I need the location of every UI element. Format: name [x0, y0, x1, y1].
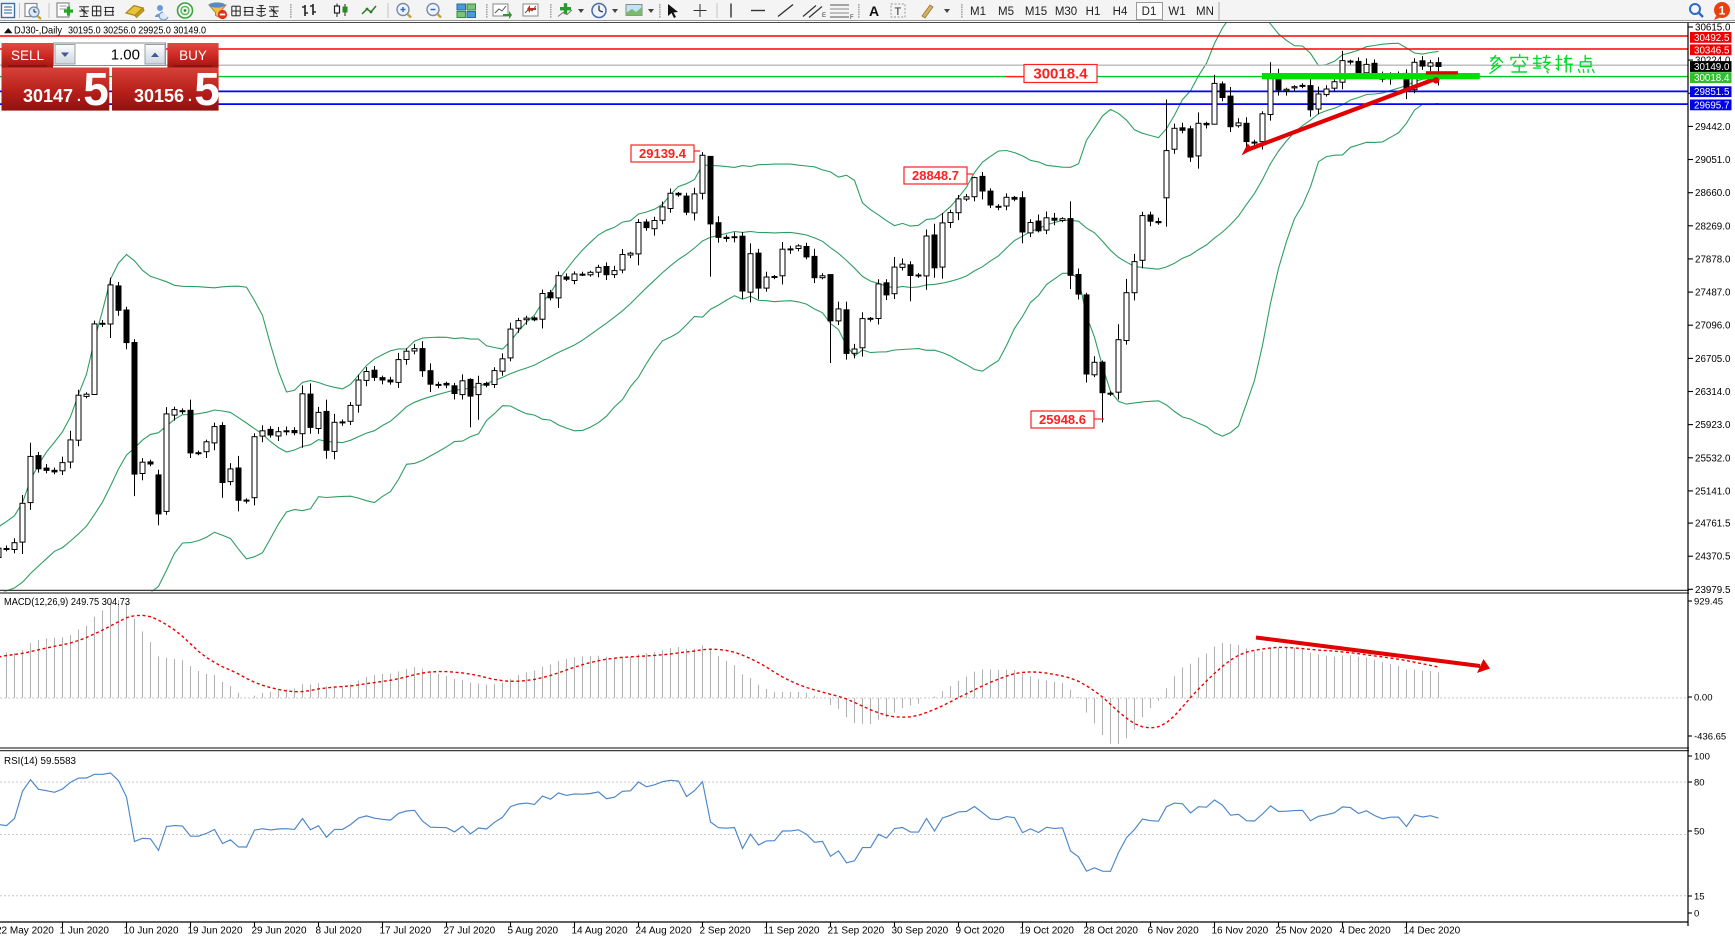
- svg-text:M15: M15: [1025, 6, 1047, 18]
- svg-text:.: .: [77, 88, 81, 105]
- svg-text:29442.0: 29442.0: [1695, 122, 1731, 133]
- svg-text:A: A: [869, 3, 879, 19]
- svg-text:E: E: [822, 13, 826, 19]
- svg-text:100: 100: [1694, 752, 1710, 763]
- svg-text:27487.0: 27487.0: [1695, 288, 1731, 299]
- svg-text:4 Dec 2020: 4 Dec 2020: [1340, 925, 1392, 936]
- svg-text:30195.0 30256.0 29925.0 30149.: 30195.0 30256.0 29925.0 30149.0: [68, 25, 206, 37]
- svg-text:14 Aug 2020: 14 Aug 2020: [572, 925, 629, 936]
- svg-text:MN: MN: [1196, 6, 1214, 18]
- svg-text:2 Sep 2020: 2 Sep 2020: [700, 925, 752, 936]
- svg-text:22 May 2020: 22 May 2020: [0, 925, 54, 936]
- svg-text:24370.5: 24370.5: [1695, 552, 1731, 563]
- svg-text:30 Sep 2020: 30 Sep 2020: [892, 925, 949, 936]
- svg-text:23979.5: 23979.5: [1695, 585, 1731, 596]
- svg-text:1: 1: [1719, 4, 1726, 18]
- svg-text:24761.5: 24761.5: [1695, 519, 1731, 530]
- svg-text:17 Jul 2020: 17 Jul 2020: [380, 925, 432, 936]
- svg-text:H4: H4: [1113, 6, 1128, 18]
- svg-text:19 Oct 2020: 19 Oct 2020: [1020, 925, 1075, 936]
- svg-text:M5: M5: [998, 6, 1014, 18]
- svg-text:5: 5: [194, 63, 220, 115]
- svg-text:M1: M1: [970, 6, 986, 18]
- svg-text:8 Jul 2020: 8 Jul 2020: [316, 925, 363, 936]
- svg-text:6 Nov 2020: 6 Nov 2020: [1148, 925, 1200, 936]
- svg-text:T: T: [895, 6, 902, 18]
- svg-text:30149.0: 30149.0: [1694, 62, 1730, 73]
- svg-text:28848.7: 28848.7: [912, 168, 959, 183]
- svg-text:30018.4: 30018.4: [1694, 73, 1730, 84]
- svg-text:26705.0: 26705.0: [1695, 354, 1731, 365]
- svg-text:25532.0: 25532.0: [1695, 453, 1731, 464]
- svg-text:16 Nov 2020: 16 Nov 2020: [1212, 925, 1269, 936]
- svg-text:30147: 30147: [23, 86, 73, 106]
- svg-text:MACD(12,26,9) 249.75 304.73: MACD(12,26,9) 249.75 304.73: [4, 597, 130, 608]
- svg-text:27878.0: 27878.0: [1695, 254, 1731, 265]
- svg-text:28269.0: 28269.0: [1695, 221, 1731, 232]
- svg-text:29 Jun 2020: 29 Jun 2020: [252, 925, 307, 936]
- svg-text:BUY: BUY: [179, 48, 207, 63]
- svg-text:21 Sep 2020: 21 Sep 2020: [828, 925, 885, 936]
- svg-text:29139.4: 29139.4: [639, 146, 687, 161]
- svg-text:28660.0: 28660.0: [1695, 188, 1731, 199]
- svg-text:29051.0: 29051.0: [1695, 155, 1731, 166]
- svg-text:19 Jun 2020: 19 Jun 2020: [188, 925, 243, 936]
- svg-text:28 Oct 2020: 28 Oct 2020: [1084, 925, 1139, 936]
- svg-text:26314.0: 26314.0: [1695, 387, 1731, 398]
- svg-text:25 Nov 2020: 25 Nov 2020: [1276, 925, 1333, 936]
- svg-text:9 Oct 2020: 9 Oct 2020: [956, 925, 1005, 936]
- svg-text:80: 80: [1694, 778, 1705, 789]
- svg-text:29851.5: 29851.5: [1694, 87, 1730, 98]
- svg-text:1 Jun 2020: 1 Jun 2020: [60, 925, 110, 936]
- svg-text:29695.7: 29695.7: [1694, 100, 1729, 111]
- svg-text:5: 5: [83, 63, 109, 115]
- svg-text:5 Aug 2020: 5 Aug 2020: [508, 925, 559, 936]
- svg-text:M30: M30: [1055, 6, 1077, 18]
- svg-text:24 Aug 2020: 24 Aug 2020: [636, 925, 693, 936]
- svg-text:30018.4: 30018.4: [1033, 66, 1088, 83]
- svg-text:11 Sep 2020: 11 Sep 2020: [764, 925, 820, 936]
- svg-text:-436.65: -436.65: [1694, 732, 1726, 743]
- svg-text:D1: D1: [1142, 6, 1157, 18]
- svg-text:0.00: 0.00: [1694, 693, 1713, 704]
- svg-text:F: F: [850, 15, 854, 21]
- svg-text:H1: H1: [1086, 6, 1101, 18]
- svg-text:30492.5: 30492.5: [1694, 33, 1730, 44]
- svg-text:.: .: [188, 88, 192, 105]
- svg-text:25141.0: 25141.0: [1695, 486, 1731, 497]
- svg-text:14 Dec 2020: 14 Dec 2020: [1404, 925, 1461, 936]
- svg-text:27096.0: 27096.0: [1695, 321, 1731, 332]
- svg-text:25948.6: 25948.6: [1039, 412, 1086, 427]
- svg-text:10 Jun 2020: 10 Jun 2020: [124, 925, 179, 936]
- svg-text:1.00: 1.00: [111, 47, 140, 64]
- svg-text:30615.0: 30615.0: [1695, 23, 1731, 34]
- svg-text:30156: 30156: [134, 86, 184, 106]
- svg-text:929.45: 929.45: [1694, 597, 1723, 608]
- svg-text:30346.5: 30346.5: [1694, 45, 1730, 56]
- svg-text:15: 15: [1694, 892, 1705, 903]
- svg-text:SELL: SELL: [11, 48, 45, 63]
- svg-text:0: 0: [1694, 909, 1699, 920]
- svg-text:W1: W1: [1168, 6, 1185, 18]
- svg-text:27 Jul 2020: 27 Jul 2020: [444, 925, 496, 936]
- svg-text:DJ30-,Daily: DJ30-,Daily: [14, 25, 63, 37]
- svg-text:25923.0: 25923.0: [1695, 420, 1731, 431]
- svg-text:RSI(14) 59.5583: RSI(14) 59.5583: [4, 756, 76, 767]
- svg-text:50: 50: [1694, 827, 1705, 838]
